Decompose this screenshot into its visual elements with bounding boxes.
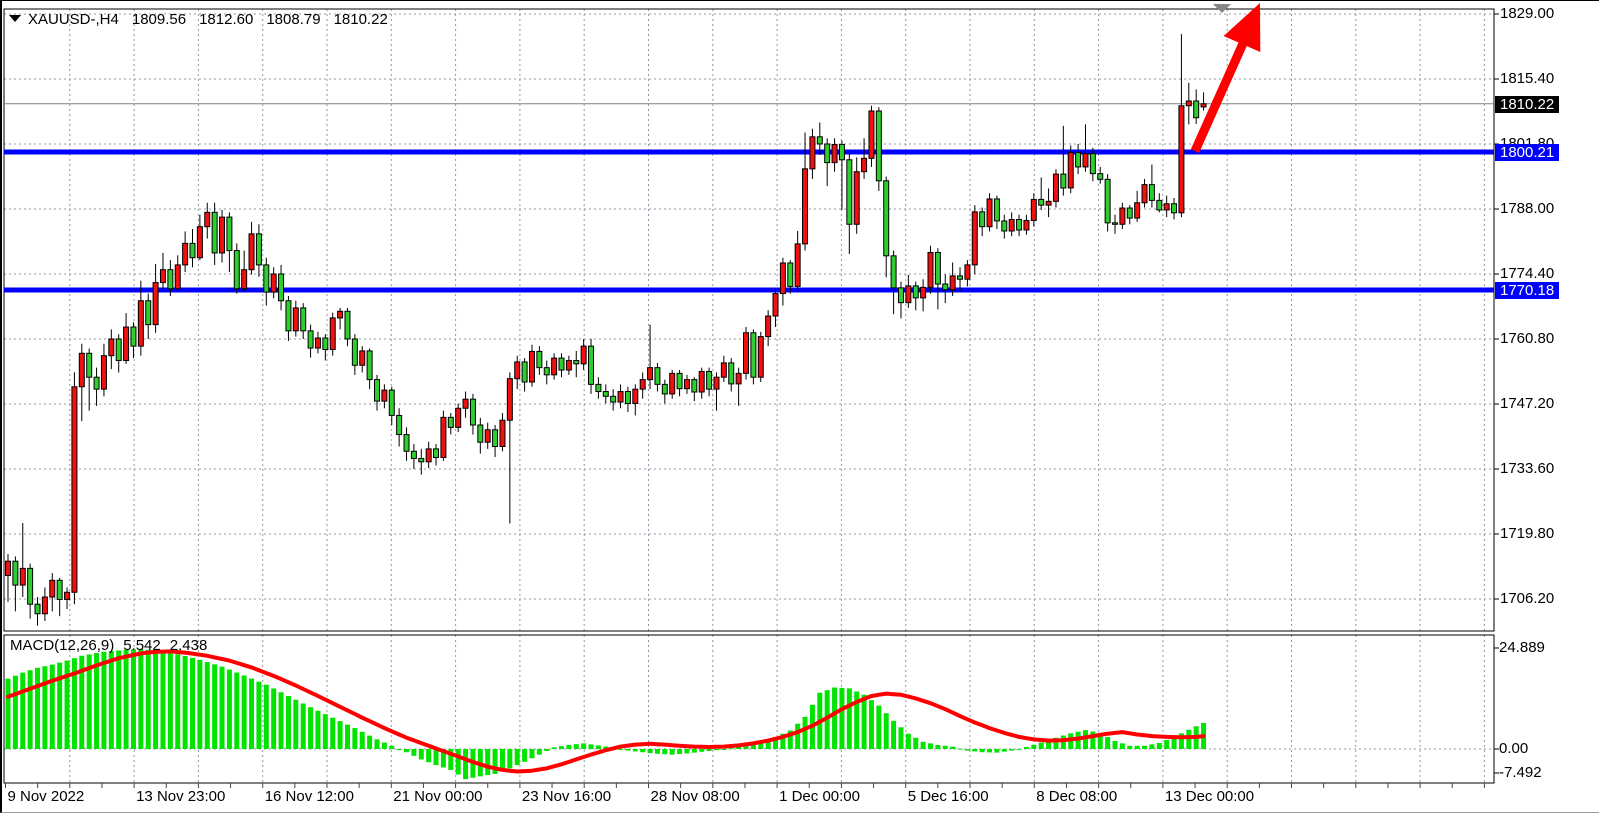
macd-axis-label: -7.492	[1499, 764, 1542, 781]
candlestick-series	[5, 34, 1207, 626]
time-axis-label: 21 Nov 00:00	[393, 788, 483, 805]
macd-name: MACD(12,26,9)	[10, 637, 115, 654]
price-axis-label: 1760.80	[1500, 330, 1555, 347]
time-axis-label: 13 Dec 00:00	[1164, 788, 1255, 805]
time-axis-label: 9 Nov 2022	[7, 788, 85, 805]
macd-main-value: 5.542	[123, 637, 161, 654]
price-badge: 1770.18	[1495, 281, 1559, 299]
time-axis-label: 23 Nov 16:00	[521, 788, 612, 805]
price-axis-label: 1815.40	[1500, 70, 1555, 87]
pane-borders	[3, 8, 1495, 784]
symbol-timeframe: XAUUSD-,H4	[28, 11, 119, 28]
time-axis-label: 16 Nov 12:00	[264, 788, 354, 805]
time-axis-label: 8 Dec 08:00	[1036, 788, 1118, 805]
arrow-annotation[interactable]	[1190, 3, 1261, 153]
high-value: 1812.60	[199, 11, 254, 28]
support-resistance-line	[4, 287, 1494, 293]
price-axis-label: 1706.20	[1500, 590, 1555, 607]
close-value: 1810.22	[333, 11, 388, 28]
price-badge: 1810.22	[1495, 95, 1559, 113]
price-axis-label: 1774.40	[1500, 265, 1555, 282]
macd-histogram	[5, 648, 1207, 780]
axis-ticks	[5, 13, 1499, 788]
low-value: 1808.79	[266, 11, 321, 28]
horizontal-level-lines[interactable]	[4, 103, 1494, 293]
macd-indicator-label: MACD(12,26,9) 5.542 2.438	[10, 637, 207, 654]
price-badge: 1800.21	[1495, 143, 1559, 161]
symbol-dropdown-icon[interactable]	[9, 15, 21, 22]
price-axis-label: 1719.80	[1500, 525, 1555, 542]
time-axis-label: 13 Nov 23:00	[136, 788, 226, 805]
ohlc-info-line: XAUUSD-,H4 1809.56 1812.60 1808.79 1810.…	[28, 11, 388, 28]
price-axis-label: 1733.60	[1500, 460, 1555, 477]
macd-signal-line	[6, 649, 1206, 774]
macd-signal-value: 2.438	[169, 637, 208, 654]
chart-shift-marker-icon	[1213, 4, 1231, 13]
macd-axis-label: 0.00	[1499, 740, 1529, 757]
support-resistance-line	[4, 149, 1494, 155]
macd-axis-label: 24.889	[1499, 639, 1545, 656]
time-axis-label: 28 Nov 08:00	[650, 788, 740, 805]
price-axis-label: 1788.00	[1500, 200, 1555, 217]
grid-lines	[4, 9, 1494, 783]
open-value: 1809.56	[131, 11, 187, 28]
price-axis-label: 1829.00	[1500, 5, 1555, 22]
time-axis-label: 1 Dec 00:00	[779, 788, 860, 805]
price-axis-label: 1747.20	[1500, 395, 1555, 412]
time-axis-label: 5 Dec 16:00	[907, 788, 989, 805]
red-arrow-icon	[1223, 3, 1261, 52]
